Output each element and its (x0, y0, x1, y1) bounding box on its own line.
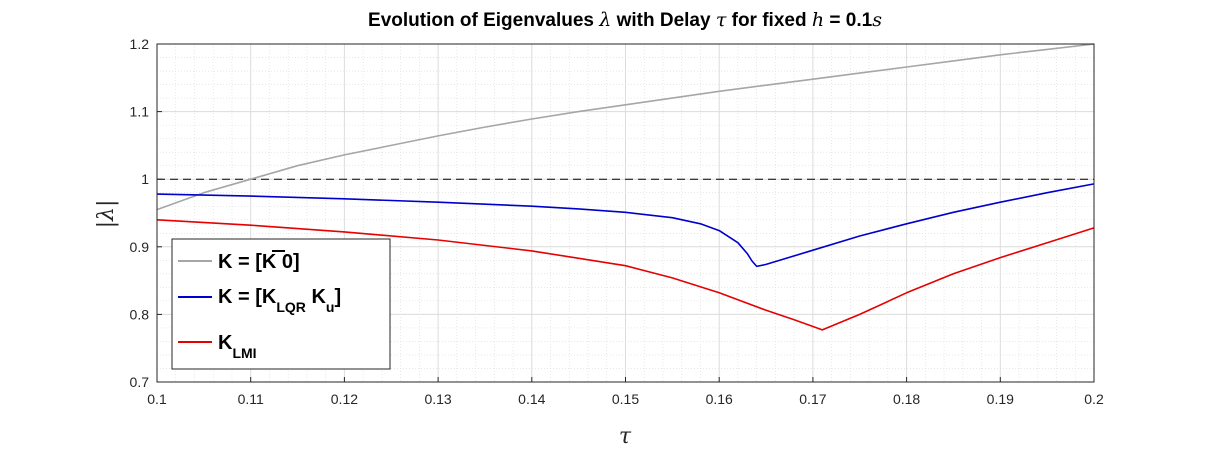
title-part: = 0.1 (824, 10, 872, 31)
title-part: with Delay (611, 10, 716, 31)
x-tick-label: 0.1 (147, 391, 167, 407)
x-tick-label: 0.12 (331, 391, 358, 407)
x-tick-label: 0.14 (518, 391, 545, 407)
x-tick-label: 0.17 (799, 391, 826, 407)
legend-text: ] (334, 286, 341, 308)
title-part: s (872, 9, 882, 31)
legend-entry-gray: K = [K 0] (218, 251, 300, 273)
legend-subscript: LMI (232, 345, 256, 361)
x-tick-label: 0.11 (238, 391, 264, 407)
title-part: Evolution of Eigenvalues (368, 10, 599, 31)
legend-text: 0] (276, 251, 299, 273)
legend-entry-red: KLMI (218, 332, 257, 361)
legend-text: K = [ (218, 251, 262, 273)
y-tick-label: 0.8 (130, 306, 150, 322)
series-layer (156, 43, 1095, 331)
legend-text-kbar: K (262, 251, 277, 273)
legend-text: K (306, 286, 327, 308)
y-axis-ticks: 0.7 0.8 0.9 1 1.1 1.2 (130, 36, 162, 390)
legend-subscript: u (326, 299, 335, 315)
y-tick-label: 1 (141, 171, 149, 187)
series-line-blue (156, 183, 1095, 268)
y-tick-label: 0.7 (130, 374, 150, 390)
x-tick-label: 0.13 (424, 391, 451, 407)
x-tick-label: 0.16 (706, 391, 733, 407)
title-part: τ (716, 9, 727, 31)
x-tick-label: 0.18 (893, 391, 920, 407)
title-part: for fixed (726, 10, 812, 31)
legend: K = [K 0] K = [KLQR Ku] KLMI (171, 238, 391, 370)
x-tick-label: 0.2 (1084, 391, 1104, 407)
title-part: λ (598, 9, 611, 31)
x-axis-label: τ (619, 424, 632, 449)
x-tick-label: 0.15 (612, 391, 639, 407)
chart-title: Evolution of Eigenvalues λ with Delay τ … (368, 9, 882, 31)
y-tick-label: 1.2 (130, 36, 150, 52)
legend-subscript: LQR (276, 299, 306, 315)
x-tick-label: 0.19 (987, 391, 1014, 407)
series-line-red (156, 219, 1095, 331)
legend-text: K (218, 332, 233, 354)
y-axis-label: |λ| (94, 200, 119, 229)
x-axis-ticks: 0.1 0.11 0.12 0.13 0.14 0.15 0.16 0.17 0.18 0.19 0… (147, 377, 1104, 407)
series-line-gray (156, 43, 1095, 211)
legend-entry-blue: K = [KLQR Ku] (218, 286, 341, 315)
y-tick-label: 0.9 (130, 239, 150, 255)
legend-text: K = [K (218, 286, 277, 308)
y-tick-label: 1.1 (130, 104, 150, 120)
title-part: h (812, 9, 824, 31)
